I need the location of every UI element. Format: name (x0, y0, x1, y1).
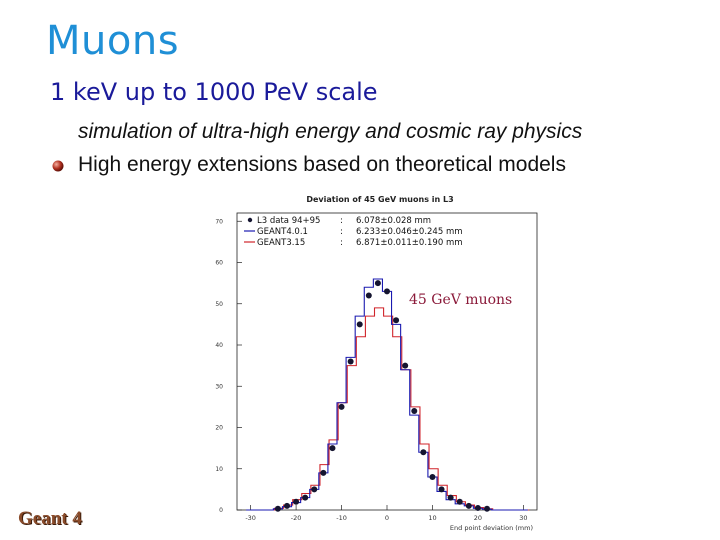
y-tick-label: 70 (215, 218, 223, 225)
legend-value: 6.233±0.046±0.245 mm (356, 227, 463, 237)
y-tick-label: 20 (215, 425, 223, 432)
data-point (474, 504, 481, 511)
y-tick-label: 30 (215, 383, 223, 390)
data-point (465, 502, 472, 509)
data-point (393, 317, 400, 324)
series-geant3-line (247, 307, 530, 511)
data-point (347, 358, 354, 365)
x-tick-label: 0 (385, 514, 389, 522)
data-point (374, 280, 381, 287)
data-point (338, 403, 345, 410)
legend-value: 6.871±0.011±0.190 mm (356, 238, 463, 248)
series-geant4-line (246, 278, 528, 511)
legend-label: GEANT4.0.1 (257, 227, 308, 237)
bullet-icon (52, 160, 64, 172)
annotation-45gev: 45 GeV muons (409, 292, 512, 308)
data-point (447, 494, 454, 501)
data-point (420, 449, 427, 456)
x-tick-label: -20 (291, 514, 302, 522)
y-tick-label: 50 (215, 301, 223, 308)
legend-value: 6.078±0.028 mm (356, 216, 431, 226)
y-tick-label: 60 (215, 260, 223, 267)
geant4-logo: Geant 4 (18, 508, 82, 529)
legend-label: L3 data 94+95 (257, 216, 320, 226)
text-line-simulation: simulation of ultra-high energy and cosm… (78, 120, 583, 143)
data-point (384, 288, 390, 295)
legend-separator: : (340, 227, 343, 237)
legend-separator: : (340, 238, 343, 248)
text-line-extensions: High energy extensions based on theoreti… (78, 153, 566, 176)
legend-separator: : (340, 216, 343, 226)
data-point (302, 494, 309, 501)
y-tick-label: 0 (219, 507, 223, 514)
slide-title: Muons (46, 18, 180, 64)
chart-title: Deviation of 45 GeV muons in L3 (306, 195, 453, 204)
data-point (429, 474, 436, 480)
legend-label: GEANT3.15 (257, 238, 305, 248)
x-tick-label: 10 (428, 514, 436, 522)
y-tick-label: 40 (215, 342, 223, 349)
data-point (356, 321, 363, 328)
data-point (411, 408, 418, 414)
data-point (402, 362, 409, 369)
deviation-chart: Deviation of 45 GeV muons in L3 -30 -20 -1… (215, 195, 538, 532)
plot-frame (236, 212, 538, 511)
y-tick-label: 10 (215, 466, 223, 473)
data-point (293, 498, 300, 505)
data-point (311, 486, 318, 493)
x-axis-label: End point deviation (mm) (450, 524, 533, 532)
x-tick-label: 20 (474, 514, 482, 522)
data-point (365, 292, 372, 299)
data-point (438, 486, 445, 493)
data-point (329, 445, 336, 452)
data-point (274, 505, 281, 512)
slide-subtitle: 1 keV up to 1000 PeV scale (50, 78, 378, 106)
data-point (484, 505, 490, 512)
legend-marker (247, 217, 253, 223)
x-tick-label: -10 (336, 514, 347, 522)
x-tick-label: 30 (519, 514, 527, 522)
x-tick-label: -30 (245, 514, 256, 522)
data-point (320, 469, 327, 476)
data-point (284, 502, 290, 509)
data-point (456, 498, 463, 505)
